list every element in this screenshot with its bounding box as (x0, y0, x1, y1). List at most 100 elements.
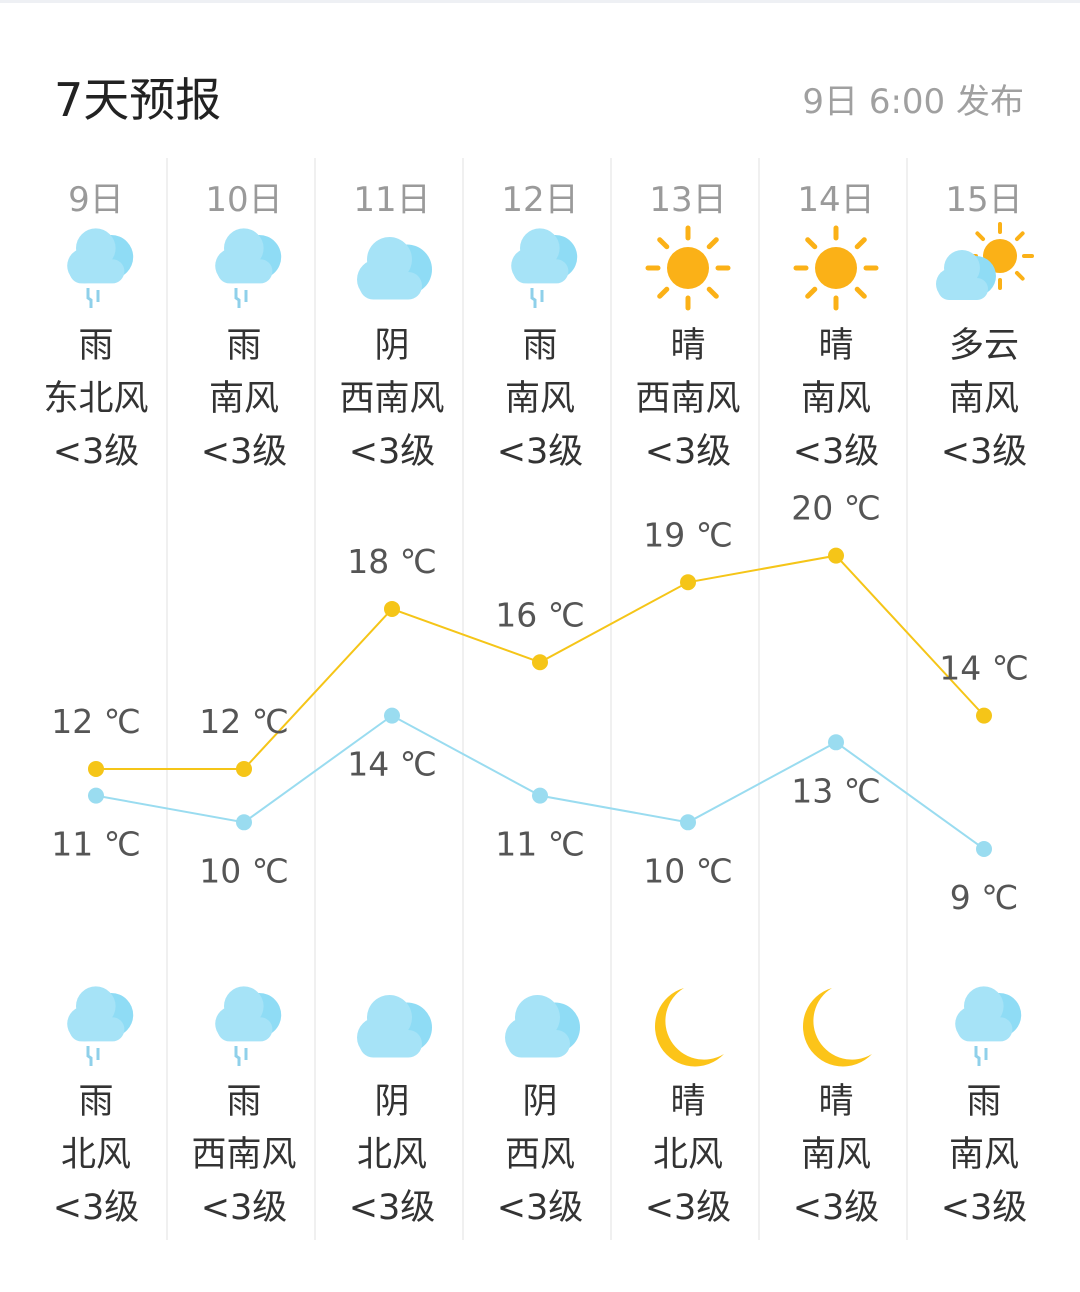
rain-icon (215, 986, 282, 1066)
column-divider (758, 158, 760, 1240)
cloud-icon (357, 995, 432, 1058)
day-date: 12日 (501, 180, 579, 220)
night-wind: 北风 (356, 1135, 427, 1175)
night-weather: 晴 (670, 1082, 706, 1122)
rain-icon-day (22, 222, 170, 318)
cloud-icon-day (318, 222, 466, 318)
night-wind-level: <3级 (348, 1188, 436, 1228)
night-weather: 雨 (226, 1082, 262, 1122)
high-temp-label: 20 ℃ (791, 489, 881, 528)
low-temp-label: 14 ℃ (347, 745, 437, 784)
day-date: 9日 (68, 180, 124, 220)
night-wind-level: <3级 (792, 1188, 880, 1228)
high-temp-point (384, 600, 400, 617)
cloud-icon (357, 237, 432, 300)
day-wind: 东北风 (43, 379, 149, 419)
cloud-icon-night (318, 980, 466, 1076)
column-divider (906, 158, 908, 1240)
sun-icon (645, 225, 731, 311)
night-wind: 南风 (800, 1135, 871, 1175)
high-temp-label: 12 ℃ (199, 702, 289, 741)
day-wind: 西南风 (635, 379, 741, 419)
sun-icon (793, 225, 879, 311)
low-temp-point (88, 787, 104, 804)
moon-icon (802, 988, 872, 1067)
high-temp-label: 16 ℃ (495, 595, 585, 634)
night-wind-level: <3级 (496, 1188, 584, 1228)
day-wind: 南风 (504, 379, 575, 419)
rain-icon (955, 986, 1022, 1066)
low-temp-label: 11 ℃ (51, 825, 141, 864)
rain-icon (511, 228, 578, 308)
rain-icon-day (170, 222, 318, 318)
page-title: 7天预报 (54, 73, 222, 127)
day-date: 14日 (797, 180, 875, 220)
low-temp-label: 10 ℃ (643, 851, 733, 890)
day-date: 11日 (353, 180, 431, 220)
rain-icon-night (22, 980, 170, 1076)
day-wind: 南风 (800, 379, 871, 419)
night-wind: 南风 (948, 1135, 1019, 1175)
day-weather: 多云 (948, 326, 1019, 366)
column-divider (166, 158, 168, 1240)
day-wind-level: <3级 (348, 432, 436, 472)
sun-icon-day (762, 222, 910, 318)
night-wind: 北风 (60, 1135, 131, 1175)
low-temp-label: 13 ℃ (791, 771, 881, 810)
low-temp-label: 9 ℃ (950, 878, 1019, 917)
day-weather: 阴 (374, 326, 410, 366)
day-wind: 西南风 (339, 379, 445, 419)
column-divider (610, 158, 612, 1240)
high-temp-point (828, 547, 844, 564)
rain-icon-night (170, 980, 318, 1076)
rain-icon-night (910, 980, 1058, 1076)
night-wind: 西风 (504, 1135, 575, 1175)
night-wind: 北风 (652, 1135, 723, 1175)
night-wind-level: <3级 (644, 1188, 732, 1228)
cloud-icon (505, 995, 580, 1058)
low-temp-point (680, 814, 696, 831)
night-weather: 阴 (374, 1082, 410, 1122)
partly-cloudy-icon (936, 222, 1034, 300)
high-temp-point (236, 760, 252, 777)
low-temp-point (976, 840, 992, 857)
day-wind-level: <3级 (496, 432, 584, 472)
rain-icon (67, 986, 134, 1066)
high-temp-label: 14 ℃ (939, 649, 1029, 688)
high-temp-label: 12 ℃ (51, 702, 141, 741)
low-temp-label: 10 ℃ (199, 851, 289, 890)
low-temp-point (828, 734, 844, 751)
moon-icon-night (614, 980, 762, 1076)
moon-icon-night (762, 980, 910, 1076)
night-wind: 西南风 (191, 1135, 297, 1175)
day-weather: 晴 (818, 326, 854, 366)
column-divider (314, 158, 316, 1240)
top-border (0, 0, 1080, 3)
high-temp-label: 18 ℃ (347, 542, 437, 581)
day-weather: 雨 (78, 326, 114, 366)
day-wind-level: <3级 (792, 432, 880, 472)
night-wind-level: <3级 (200, 1188, 288, 1228)
high-temp-label: 19 ℃ (643, 515, 733, 554)
night-wind-level: <3级 (940, 1188, 1028, 1228)
day-wind: 南风 (948, 379, 1019, 419)
night-weather: 晴 (818, 1082, 854, 1122)
high-temp-point (532, 654, 548, 671)
night-weather: 雨 (966, 1082, 1002, 1122)
cloud-icon-night (466, 980, 614, 1076)
day-date: 15日 (945, 180, 1023, 220)
night-weather: 阴 (522, 1082, 558, 1122)
day-date: 13日 (649, 180, 727, 220)
sun-icon-day (614, 222, 762, 318)
column-divider (462, 158, 464, 1240)
night-wind-level: <3级 (52, 1188, 140, 1228)
day-wind-level: <3级 (644, 432, 732, 472)
high-temp-point (680, 574, 696, 591)
high-temp-point (88, 760, 104, 777)
low-temp-point (236, 814, 252, 831)
day-wind-level: <3级 (52, 432, 140, 472)
low-temp-point (532, 787, 548, 804)
day-date: 10日 (205, 180, 283, 220)
publish-time: 9日 6:00 发布 (802, 82, 1024, 122)
day-weather: 雨 (226, 326, 262, 366)
